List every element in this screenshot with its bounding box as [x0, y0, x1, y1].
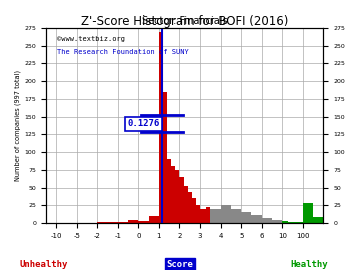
Text: Healthy: Healthy — [291, 260, 328, 269]
Bar — [313, 217, 323, 223]
Bar — [188, 192, 192, 223]
Bar — [128, 220, 138, 223]
Bar — [167, 159, 171, 223]
Text: Score: Score — [167, 260, 193, 269]
Bar — [159, 32, 163, 223]
Bar — [175, 170, 180, 223]
Bar — [138, 221, 149, 223]
Bar — [241, 212, 251, 223]
Y-axis label: Number of companies (997 total): Number of companies (997 total) — [15, 70, 22, 181]
Bar — [118, 222, 128, 223]
Bar — [149, 216, 159, 223]
Text: Unhealthy: Unhealthy — [19, 260, 67, 269]
Bar — [262, 218, 272, 223]
Bar — [196, 205, 200, 223]
Bar — [206, 207, 210, 223]
Bar — [288, 222, 294, 223]
Bar — [251, 215, 262, 223]
Bar — [200, 209, 206, 223]
Bar — [171, 166, 175, 223]
Bar — [192, 198, 196, 223]
Bar — [272, 220, 282, 223]
Bar — [163, 92, 167, 223]
Title: Z'-Score Histogram for BOFI (2016): Z'-Score Histogram for BOFI (2016) — [81, 15, 288, 28]
Text: ©www.textbiz.org: ©www.textbiz.org — [57, 36, 125, 42]
Text: Sector: Financials: Sector: Financials — [142, 16, 228, 26]
Bar — [231, 209, 241, 223]
Bar — [180, 177, 184, 223]
Bar — [282, 221, 288, 223]
Bar — [221, 205, 231, 223]
Text: The Research Foundation of SUNY: The Research Foundation of SUNY — [57, 49, 189, 55]
Bar — [294, 222, 303, 223]
Bar — [210, 209, 221, 223]
Text: 0.1276: 0.1276 — [127, 119, 159, 128]
Bar — [97, 222, 118, 223]
Bar — [184, 186, 188, 223]
Bar — [303, 203, 313, 223]
